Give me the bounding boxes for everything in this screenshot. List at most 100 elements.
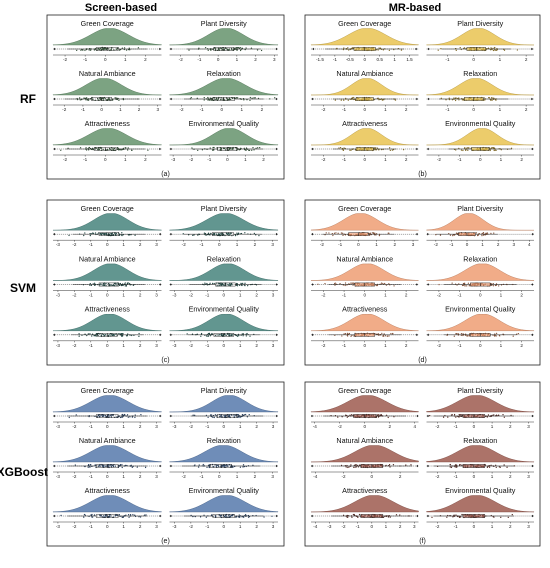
x-tick-label: -2 bbox=[321, 107, 326, 112]
row-title-rf: RF bbox=[20, 92, 36, 106]
data-point bbox=[391, 333, 394, 335]
data-point bbox=[235, 284, 238, 286]
panel-label: (d) bbox=[418, 357, 427, 364]
data-point bbox=[242, 335, 244, 337]
data-point bbox=[392, 148, 395, 151]
data-point bbox=[255, 147, 257, 149]
subplot-title: Natural Ambiance bbox=[336, 69, 393, 78]
x-tick-label: 3 bbox=[272, 343, 275, 348]
data-point bbox=[121, 464, 123, 466]
data-point bbox=[119, 464, 121, 466]
data-point bbox=[257, 147, 259, 149]
data-point bbox=[99, 147, 102, 149]
data-point bbox=[99, 284, 101, 286]
data-point bbox=[386, 335, 388, 337]
data-point bbox=[111, 47, 113, 49]
data-point bbox=[431, 516, 433, 518]
data-point bbox=[124, 282, 126, 284]
x-tick-label: 3 bbox=[273, 57, 276, 62]
data-point bbox=[336, 47, 338, 49]
data-point bbox=[233, 415, 235, 417]
data-point bbox=[490, 147, 493, 149]
data-point bbox=[78, 333, 80, 335]
x-tick-label: -1 bbox=[199, 242, 204, 247]
data-point bbox=[345, 466, 347, 468]
data-point bbox=[83, 234, 85, 237]
data-point bbox=[387, 416, 389, 419]
data-point bbox=[380, 148, 383, 151]
data-point bbox=[271, 515, 273, 517]
data-point bbox=[229, 466, 232, 468]
subplot-title: Attractiveness bbox=[342, 119, 388, 128]
x-tick-label: 0 bbox=[472, 107, 475, 112]
data-point bbox=[244, 514, 247, 516]
data-point bbox=[228, 233, 230, 235]
data-point bbox=[236, 232, 238, 234]
data-point bbox=[385, 464, 387, 467]
x-tick-label: -3 bbox=[56, 474, 61, 479]
x-tick-label: 1 bbox=[236, 57, 239, 62]
data-point bbox=[226, 49, 229, 51]
x-tick-label: 3 bbox=[272, 524, 275, 529]
data-point bbox=[225, 149, 227, 151]
data-point bbox=[251, 97, 253, 99]
subplot-plant-diversity: Plant Diversity -3 -2 -1 0 1 2 3 bbox=[169, 386, 279, 429]
data-point bbox=[375, 147, 377, 149]
data-point bbox=[87, 466, 89, 468]
data-point bbox=[139, 516, 142, 518]
data-point bbox=[111, 232, 113, 235]
data-point bbox=[339, 282, 341, 285]
data-point bbox=[242, 282, 244, 285]
x-tick-label: -2 bbox=[435, 524, 440, 529]
box-plot bbox=[426, 232, 534, 236]
data-point bbox=[228, 97, 231, 99]
data-point bbox=[439, 234, 442, 236]
data-point bbox=[244, 232, 246, 234]
data-point bbox=[457, 333, 460, 335]
x-tick-label: 2 bbox=[520, 157, 523, 162]
data-point bbox=[138, 516, 140, 518]
x-tick-label: -1 bbox=[333, 57, 338, 62]
data-point bbox=[475, 232, 478, 234]
box-plot bbox=[53, 464, 162, 468]
outlier-low bbox=[311, 464, 314, 468]
x-tick-label: 3 bbox=[413, 524, 416, 529]
data-point bbox=[220, 98, 222, 101]
x-tick-label: 3 bbox=[155, 474, 158, 479]
data-point bbox=[121, 234, 123, 237]
data-point bbox=[483, 234, 485, 236]
data-point bbox=[377, 49, 379, 51]
data-point bbox=[376, 147, 379, 149]
data-point bbox=[394, 99, 397, 101]
x-tick-label: -1 bbox=[356, 524, 361, 529]
data-point bbox=[220, 415, 222, 418]
x-tick-label: 3 bbox=[271, 474, 274, 479]
subplot-title: Plant Diversity bbox=[201, 19, 247, 28]
x-tick-label: 1 bbox=[500, 343, 503, 348]
density-violin bbox=[426, 128, 535, 146]
x-tick-label: 0 bbox=[218, 242, 221, 247]
data-point bbox=[502, 414, 504, 416]
data-point bbox=[451, 282, 453, 284]
outlier-high bbox=[531, 464, 534, 468]
x-tick-label: -1 bbox=[89, 343, 94, 348]
density-violin bbox=[169, 395, 279, 413]
data-point bbox=[108, 334, 110, 337]
data-point bbox=[507, 516, 509, 518]
outlier-low bbox=[53, 47, 56, 51]
x-tick-label: -1 bbox=[454, 524, 459, 529]
data-point bbox=[498, 285, 500, 287]
x-tick-label: 1 bbox=[239, 293, 242, 298]
subplot-relaxation: Relaxation -1 0 1 2 bbox=[426, 69, 535, 112]
data-point bbox=[461, 513, 463, 516]
data-point bbox=[203, 96, 205, 99]
data-point bbox=[227, 465, 229, 467]
density-violin bbox=[426, 28, 535, 46]
subplot-plant-diversity: Plant Diversity -2 -1 0 1 2 3 bbox=[426, 386, 535, 429]
data-point bbox=[393, 416, 395, 418]
data-point bbox=[458, 97, 460, 99]
data-point bbox=[218, 233, 220, 235]
